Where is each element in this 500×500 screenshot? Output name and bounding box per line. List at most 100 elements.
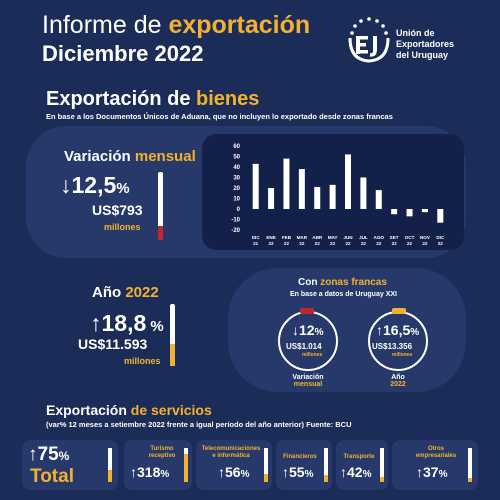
- pct-sign: %: [160, 469, 170, 480]
- year-label-text: Año: [92, 284, 126, 301]
- fz-monthly-ring-marker: [300, 308, 314, 314]
- monthly-label-text: Variación: [64, 148, 135, 165]
- service-bar: [324, 448, 328, 482]
- y-tick-label: -10: [231, 218, 240, 224]
- pct-sign: %: [410, 327, 420, 338]
- arrow-up-icon: ↑: [218, 464, 225, 480]
- logo-text: Unión de Exportadores del Uruguay: [396, 28, 454, 61]
- service-bar: [264, 448, 268, 482]
- chart-bar: [283, 158, 290, 209]
- chart-bar: [437, 209, 444, 223]
- x-tick-label: SET: [390, 235, 399, 240]
- service-value: 56: [225, 464, 241, 480]
- fz-title-text: Con: [298, 277, 321, 288]
- monthly-level-bar: [158, 172, 163, 240]
- y-tick-label: 60: [233, 144, 240, 150]
- goods-subtitle: En base a los Documentos Únicos de Aduan…: [46, 112, 393, 121]
- logo-line: del Uruguay: [396, 50, 449, 60]
- service-bar-fill: [324, 475, 328, 482]
- chart-bar: [268, 188, 275, 209]
- arrow-up-icon: ↑: [130, 464, 137, 480]
- services-section-title: Exportación de servicios: [46, 402, 212, 418]
- caption-line: mensual: [293, 381, 323, 388]
- chart-bar: [375, 190, 382, 209]
- fz-monthly-caption: Variación mensual: [288, 374, 328, 388]
- chart-bar: [421, 209, 428, 213]
- service-bar-fill: [264, 474, 268, 482]
- x-tick-year-label: 21: [253, 241, 259, 246]
- x-tick-label: JUN: [343, 235, 353, 240]
- year-value: 18,8: [101, 310, 147, 336]
- year-unit: millones: [124, 356, 161, 366]
- x-tick-year-label: 22: [269, 241, 275, 246]
- report-date: Diciembre 2022: [42, 40, 203, 67]
- services-title-highlight: de servicios: [130, 402, 212, 418]
- chart-bar: [252, 163, 259, 209]
- service-name-line: receptivo: [148, 453, 176, 459]
- pct-sign: %: [362, 469, 372, 480]
- service-value: 55: [289, 464, 305, 480]
- x-tick-label: NOV: [420, 235, 431, 240]
- chart-bar: [406, 209, 413, 217]
- x-tick-year-label: 22: [284, 241, 290, 246]
- x-tick-year-label: 22: [345, 241, 351, 246]
- monthly-level-fill: [158, 226, 163, 240]
- x-tick-label: AGO: [374, 235, 385, 240]
- service-name: Telecomunicaciones e informática: [198, 446, 264, 460]
- service-value: 37: [423, 464, 439, 480]
- pct-sign: %: [146, 318, 164, 335]
- x-tick-label: ENE: [266, 235, 275, 240]
- fz-year-change: ↑16,5%: [376, 322, 419, 338]
- goods-title-highlight: bienes: [196, 88, 260, 110]
- service-value: 42: [347, 464, 363, 480]
- service-bar: [184, 448, 188, 482]
- goods-section-title: Exportación de bienes: [46, 88, 259, 111]
- pct-sign: %: [314, 327, 324, 338]
- services-subtitle: (var% 12 meses a setiembre 2022 frente a…: [46, 420, 352, 429]
- services-total-value: 75: [37, 444, 59, 465]
- year-change: ↑18,8 %: [90, 310, 164, 337]
- fz-year-ring: [368, 311, 428, 371]
- service-name: Turismo receptivo: [140, 446, 184, 460]
- services-title-text: Exportación: [46, 402, 131, 418]
- chart-bar: [345, 154, 351, 209]
- x-tick-label: OCT: [405, 235, 415, 240]
- monthly-label-highlight: mensual: [134, 148, 196, 165]
- year-amount: US$11.593: [78, 336, 148, 352]
- pct-sign: %: [304, 469, 314, 480]
- service-box: Financieros ↑55%: [276, 440, 332, 490]
- arrow-up-icon: ↑: [282, 464, 289, 480]
- goods-title-text: Exportación de: [46, 88, 197, 110]
- x-tick-year-label: 22: [422, 241, 428, 246]
- service-name-line: Otros: [427, 446, 444, 452]
- x-tick-year-label: 22: [438, 241, 444, 246]
- fz-monthly-value: 12: [299, 322, 315, 338]
- fz-year-ring-marker: [392, 308, 406, 314]
- service-name: Financieros: [278, 454, 322, 461]
- fz-monthly-change: ↓12%: [292, 322, 323, 338]
- arrow-down-icon: ↓: [60, 172, 72, 198]
- fz-year-caption: Año 2022: [378, 374, 418, 388]
- arrow-up-icon: ↑: [28, 444, 38, 465]
- services-total-fill: [108, 470, 112, 482]
- arrow-up-icon: ↑: [376, 322, 383, 338]
- services-total-label: Total: [30, 466, 74, 487]
- x-tick-year-label: 22: [330, 241, 336, 246]
- y-tick-label: 10: [233, 197, 240, 203]
- service-name-line: e informática: [212, 453, 250, 459]
- service-box: Turismo receptivo ↑318%: [124, 440, 192, 490]
- x-tick-label: DIC: [436, 235, 445, 240]
- service-name-line: empresariales: [415, 453, 457, 459]
- service-name-line: Telecomunicaciones: [201, 446, 261, 452]
- y-tick-label: 50: [233, 155, 240, 161]
- x-tick-year-label: 22: [407, 241, 413, 246]
- y-tick-label: 40: [233, 165, 240, 171]
- x-tick-year-label: 22: [315, 241, 321, 246]
- title-text: Informe de: [42, 11, 169, 39]
- free-zones-panel: [228, 268, 466, 392]
- x-tick-year-label: 22: [361, 241, 367, 246]
- year-level-bar: [170, 304, 175, 366]
- pct-sign: %: [438, 469, 448, 480]
- year-label-highlight: 2022: [125, 284, 159, 301]
- y-tick-label: 0: [237, 207, 241, 213]
